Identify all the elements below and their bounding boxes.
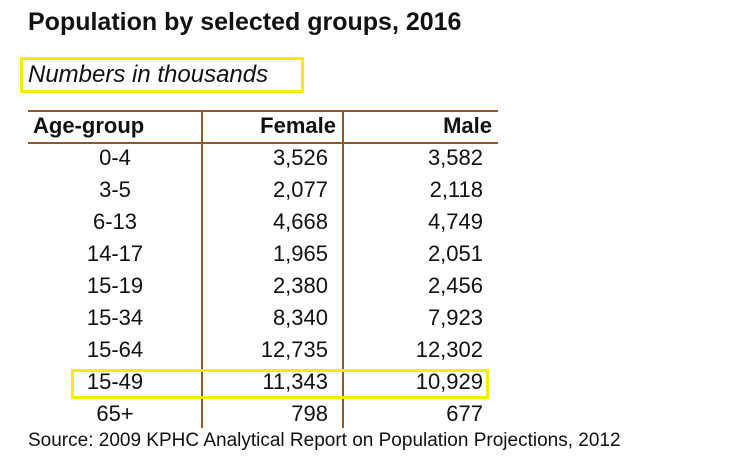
age-group-cell: 65+ [96,401,134,426]
female-value-cell: 1,965 [272,241,328,266]
header-female: Female [260,113,336,138]
age-group-cell: 3-5 [99,177,131,202]
table-column-divider-1 [201,110,203,428]
age-group-cell: 15-34 [86,305,144,330]
age-group-cell: 15-64 [86,337,144,362]
table-top-rule [28,110,498,112]
age-group-cell: 0-4 [99,145,131,170]
male-value-cell: 4,749 [427,209,483,234]
female-value-cell: 11,343 [262,369,328,394]
chart-subtitle: Numbers in thousands [28,61,269,88]
male-value-cell: 10,929 [415,369,483,394]
male-value-cell: 2,051 [427,241,483,266]
female-value-cell: 2,380 [272,273,328,298]
male-value-cell: 2,456 [427,273,483,298]
female-value-cell: 2,077 [272,177,328,202]
header-male: Male [443,113,492,138]
header-age-group: Age-group [33,113,145,138]
row-highlight-box [71,369,489,399]
female-value-cell: 4,668 [272,209,328,234]
male-value-cell: 677 [446,401,483,426]
male-value-cell: 7,923 [427,305,483,330]
chart-title: Population by selected groups, 2016 [28,8,462,36]
table-header-rule [28,142,498,144]
age-group-cell: 15-19 [86,273,144,298]
female-value-cell: 3,526 [272,145,328,170]
female-value-cell: 8,340 [272,305,328,330]
female-value-cell: 12,735 [260,337,328,362]
female-value-cell: 798 [291,401,328,426]
male-value-cell: 2,118 [429,177,483,202]
male-value-cell: 3,582 [427,145,483,170]
source-note: Source: 2009 KPHC Analytical Report on P… [28,430,621,451]
age-group-cell: 14-17 [86,241,144,266]
age-group-cell: 6-13 [92,209,138,234]
table-column-divider-2 [342,110,344,428]
age-group-cell: 15-49 [86,369,144,394]
subtitle-highlight-box [20,57,304,93]
male-value-cell: 12,302 [415,337,483,362]
